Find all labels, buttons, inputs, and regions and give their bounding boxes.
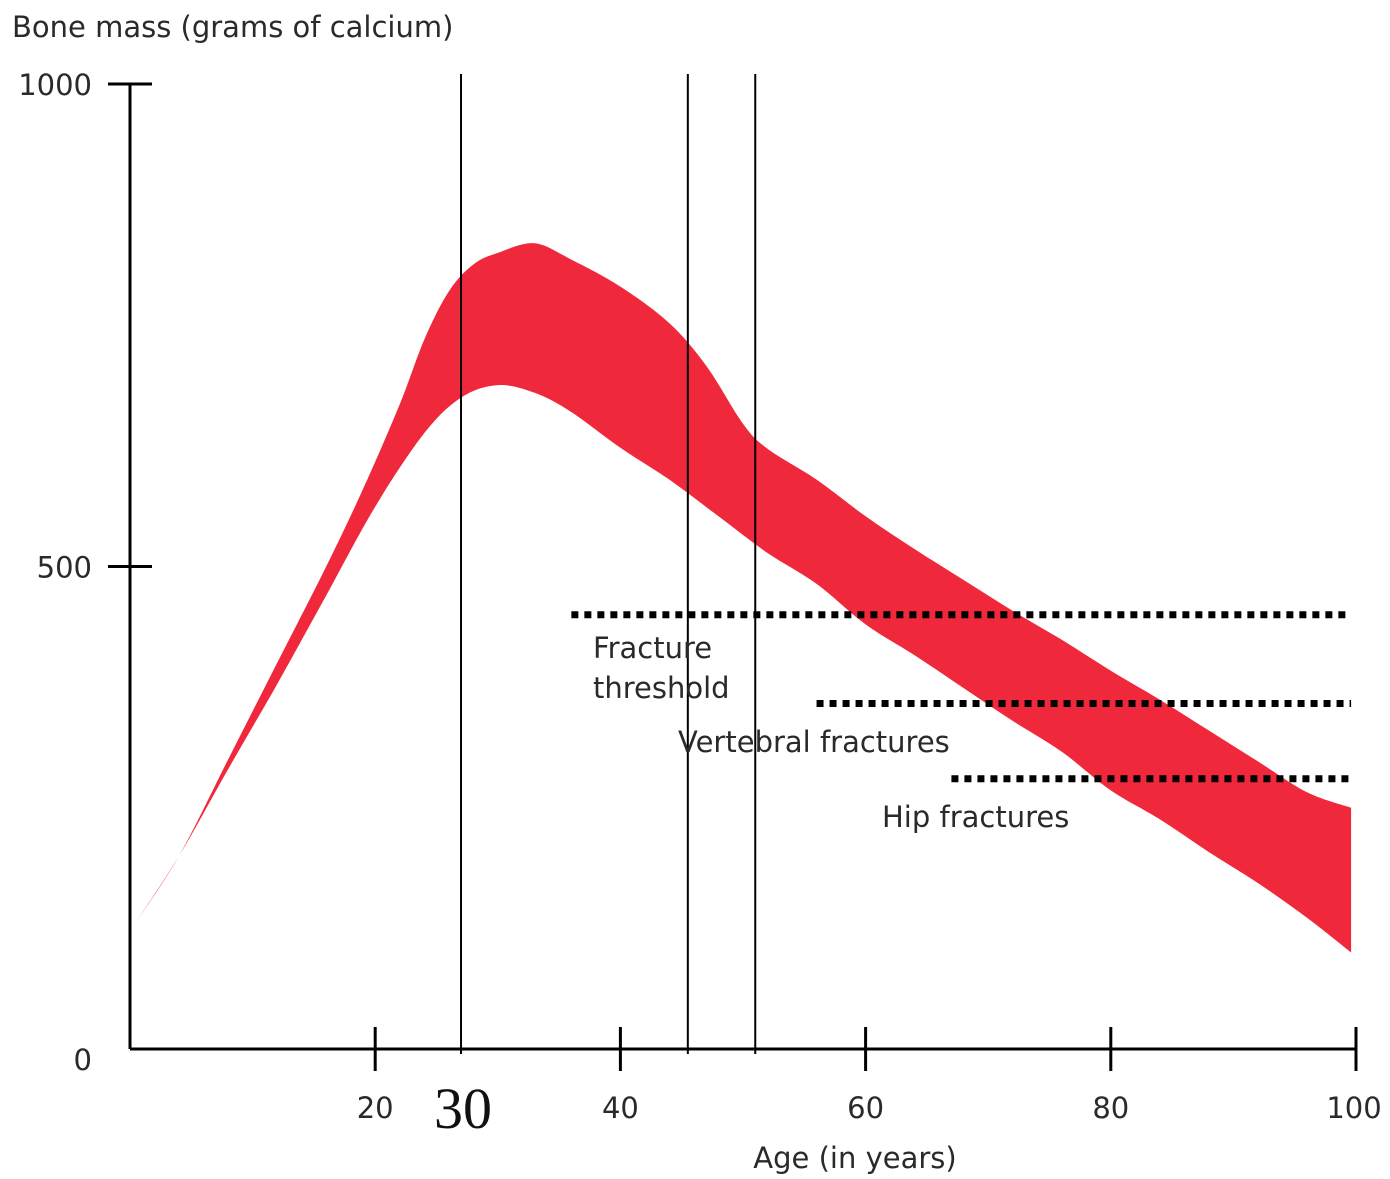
fracture-threshold-label: Fracture threshold (593, 631, 730, 705)
x-tick-label-40: 40 (602, 1091, 639, 1125)
age-30-annotation: 30 (434, 1076, 492, 1141)
y-tick-label-0: 0 (74, 1043, 92, 1077)
y-tick-label-1000: 1000 (18, 68, 92, 102)
x-ticks: 20 40 60 80 100 (357, 1027, 1382, 1125)
threshold-lines (571, 611, 1352, 783)
bone-mass-band (133, 243, 1352, 953)
bone-mass-band-area (133, 243, 1352, 953)
fracture-threshold-label-line-1: Fracture (593, 631, 712, 665)
y-tick-label-500: 500 (37, 551, 92, 585)
x-tick-label-80: 80 (1092, 1091, 1129, 1125)
x-axis-title: Age (in years) (753, 1141, 956, 1175)
axes (128, 84, 1356, 1051)
hip-fractures-label: Hip fractures (882, 800, 1069, 834)
x-tick-label-60: 60 (847, 1091, 884, 1125)
vertebral-fractures-label: Vertebral fractures (678, 725, 950, 759)
fracture-threshold-label-line-2: threshold (593, 671, 730, 705)
y-axis-title: Bone mass (grams of calcium) (12, 10, 453, 44)
vertical-lines (460, 74, 757, 1054)
x-tick-label-100: 100 (1326, 1091, 1381, 1125)
y-ticks: 0 500 1000 (18, 68, 152, 1077)
x-tick-label-20: 20 (357, 1091, 394, 1125)
